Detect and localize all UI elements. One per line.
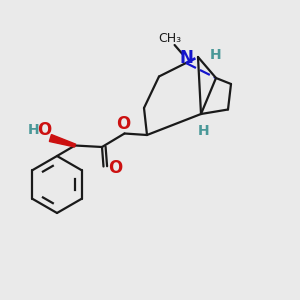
- Text: CH₃: CH₃: [158, 32, 181, 46]
- Text: O: O: [37, 122, 52, 140]
- Text: H: H: [210, 49, 221, 62]
- Text: H: H: [198, 124, 210, 137]
- Text: H: H: [28, 124, 40, 137]
- Text: O: O: [116, 116, 130, 134]
- Polygon shape: [50, 135, 75, 147]
- Text: O: O: [108, 159, 123, 177]
- Text: N: N: [179, 49, 193, 67]
